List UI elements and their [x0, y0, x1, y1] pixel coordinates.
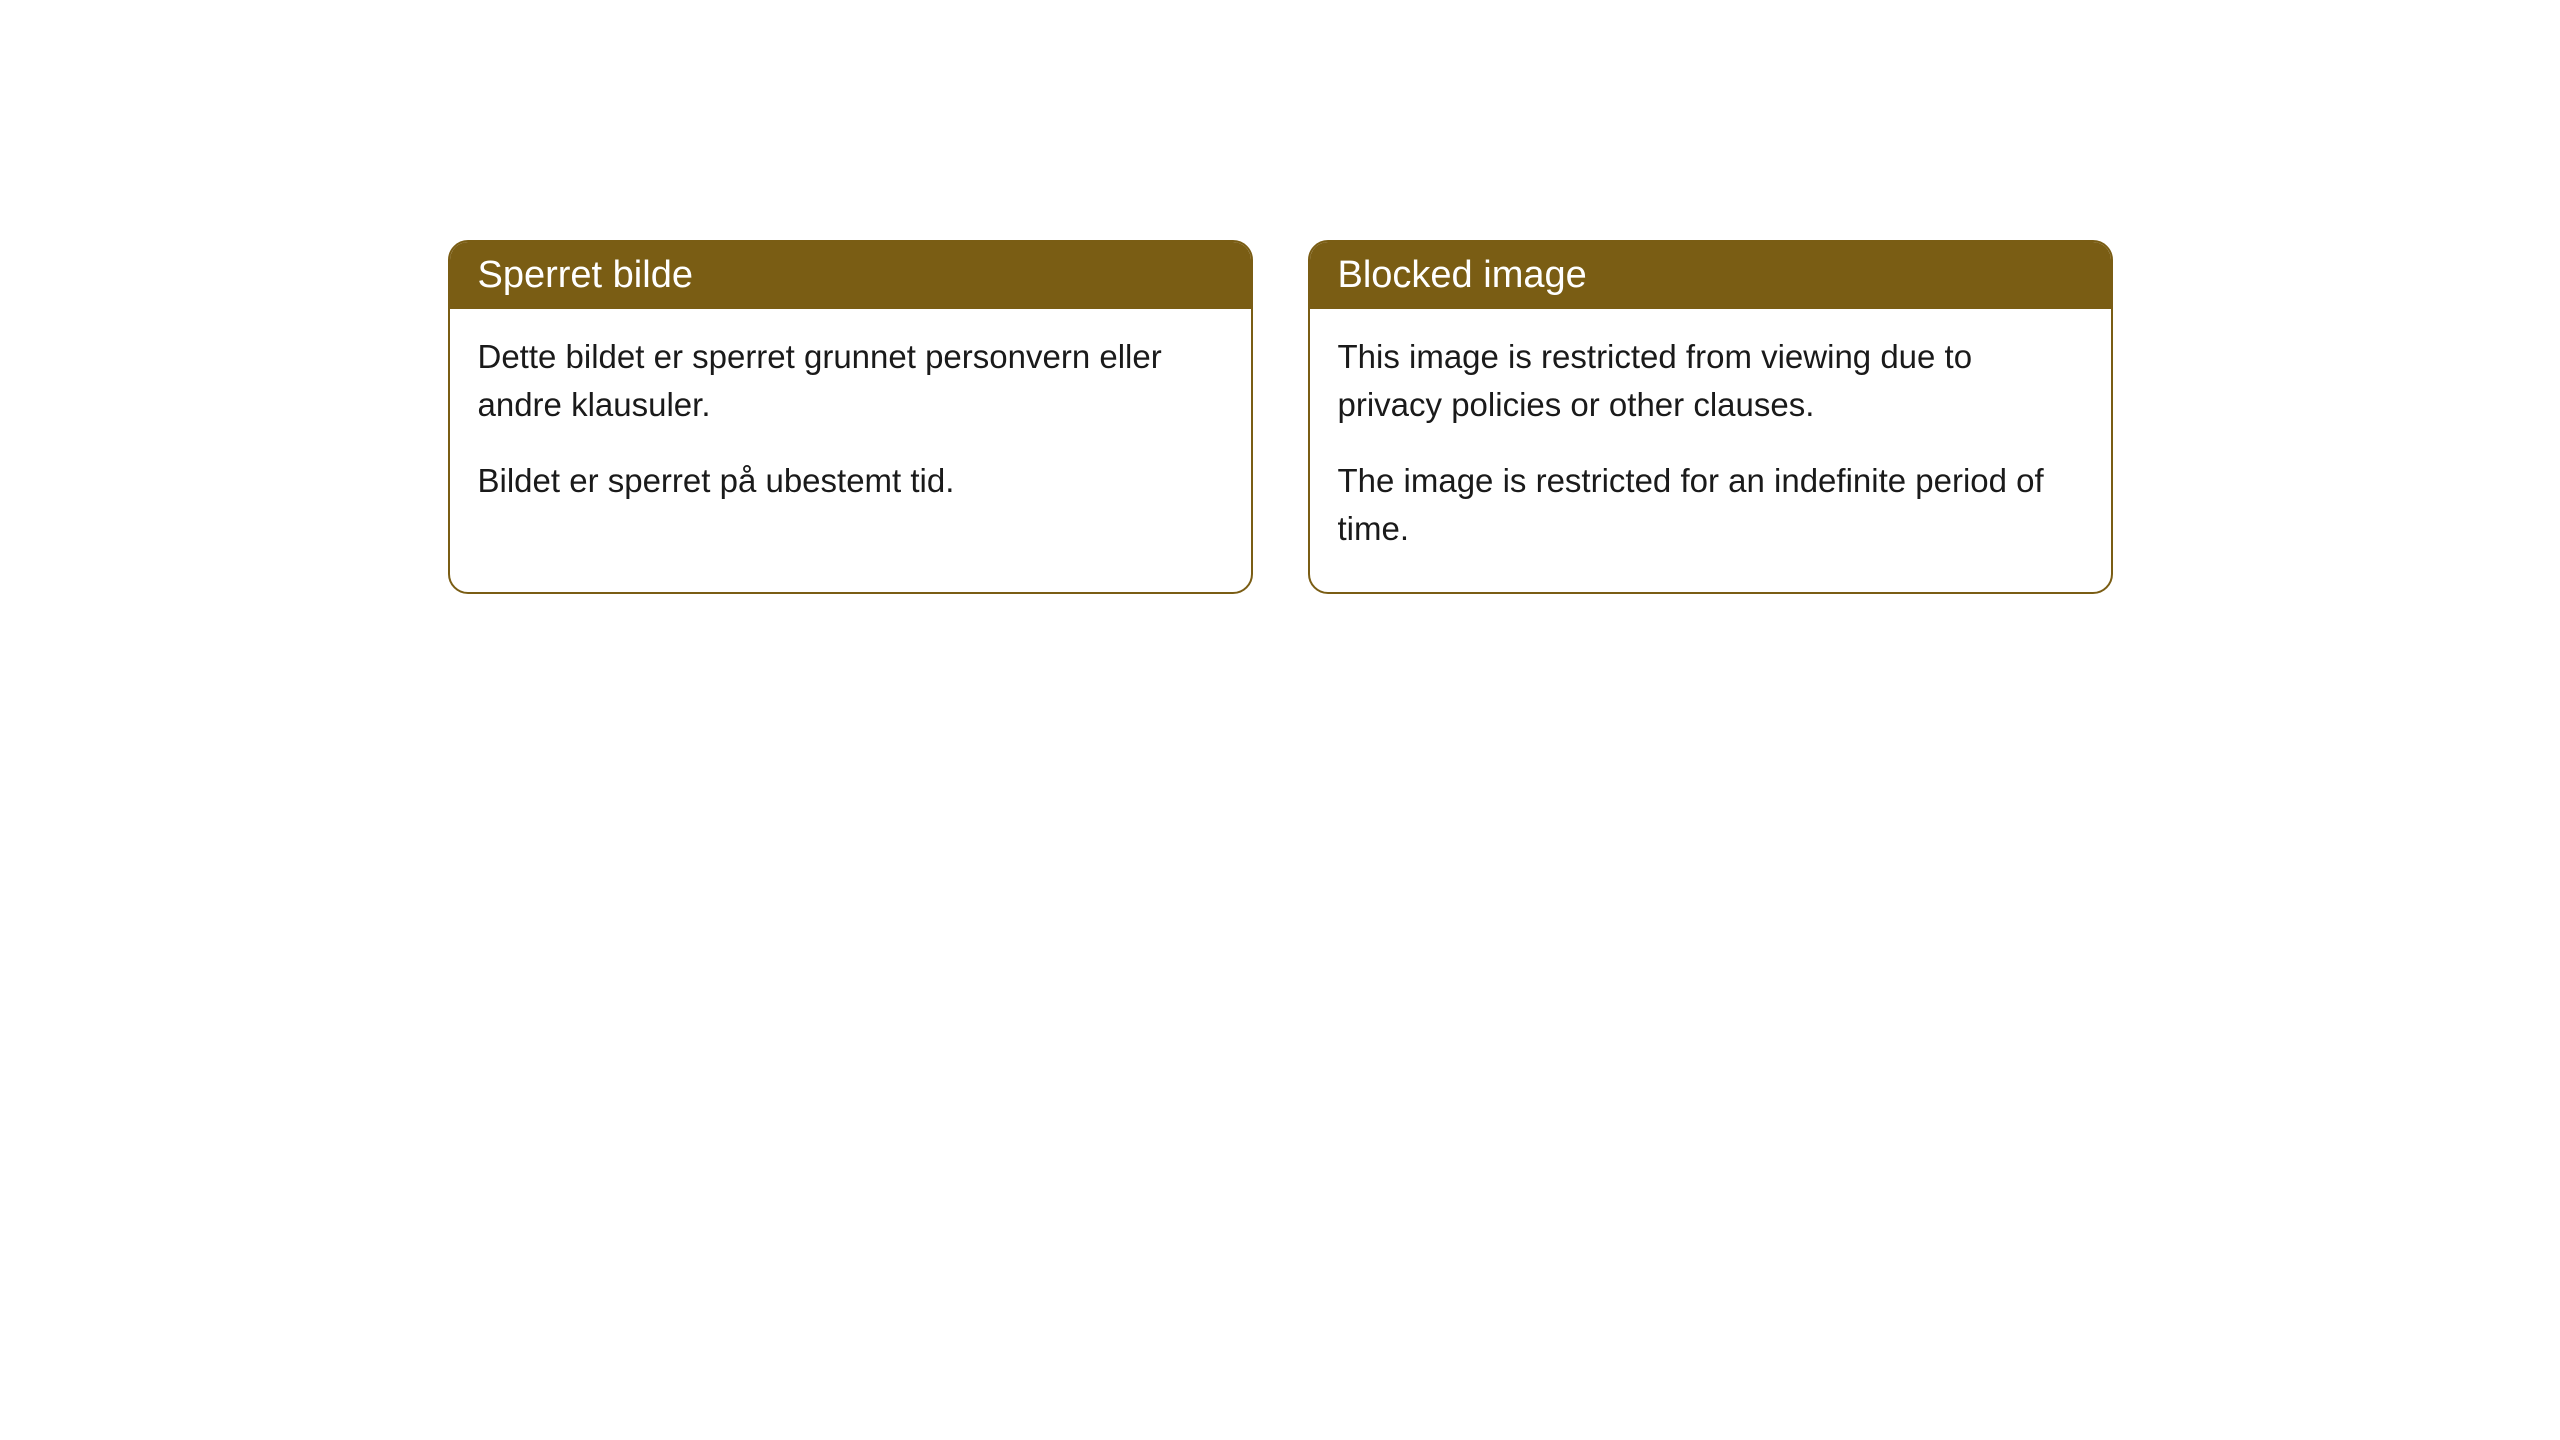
card-paragraph-2-english: The image is restricted for an indefinit… [1338, 457, 2083, 553]
card-paragraph-2-norwegian: Bildet er sperret på ubestemt tid. [478, 457, 1223, 505]
card-header-norwegian: Sperret bilde [450, 242, 1251, 309]
cards-container: Sperret bilde Dette bildet er sperret gr… [0, 240, 2560, 594]
card-norwegian: Sperret bilde Dette bildet er sperret gr… [448, 240, 1253, 594]
card-paragraph-1-norwegian: Dette bildet er sperret grunnet personve… [478, 333, 1223, 429]
card-english: Blocked image This image is restricted f… [1308, 240, 2113, 594]
card-paragraph-1-english: This image is restricted from viewing du… [1338, 333, 2083, 429]
card-title-norwegian: Sperret bilde [478, 254, 693, 296]
card-header-english: Blocked image [1310, 242, 2111, 309]
card-title-english: Blocked image [1338, 254, 1587, 296]
card-body-english: This image is restricted from viewing du… [1310, 309, 2111, 592]
card-body-norwegian: Dette bildet er sperret grunnet personve… [450, 309, 1251, 545]
